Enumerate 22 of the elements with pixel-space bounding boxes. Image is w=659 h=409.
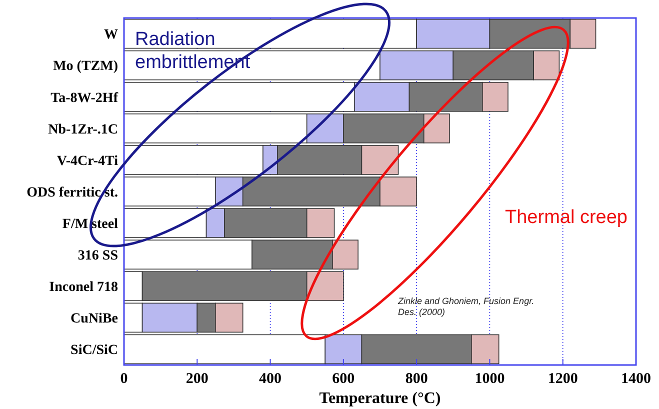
x-axis-title: Temperature (°C)	[319, 390, 441, 407]
y-tick-label: CuNiBe	[70, 312, 118, 327]
x-tick-label: 1200	[548, 371, 578, 387]
annotation: Zinkle and Ghoniem, Fusion Engr. Des. (2000)	[397, 296, 534, 317]
y-tick-label: Inconel 718	[49, 280, 118, 296]
y-tick-label: V-4Cr-4Ti	[56, 154, 118, 169]
x-tick-label: 800	[405, 371, 428, 387]
x-tick-label: 1400	[621, 371, 651, 387]
y-tick-label: W	[104, 28, 118, 43]
y-tick-label: Mo (TZM)	[53, 59, 118, 74]
x-tick-label: 600	[332, 371, 355, 387]
annotation: Thermal creep	[505, 207, 628, 228]
y-tick-label: SiC/SiC	[70, 343, 118, 358]
x-tick-label: 1000	[474, 371, 505, 387]
x-tick-label: 200	[186, 371, 208, 387]
y-tick-label: 316 SS	[78, 248, 118, 264]
y-tick-label: ODS ferritic st.	[26, 185, 118, 200]
x-tick-label: 400	[259, 371, 282, 387]
y-tick-label: F/M steel	[62, 216, 118, 232]
y-tick-label: Ta-8W-2Hf	[50, 90, 118, 106]
y-tick-label: Nb-1Zr-.1C	[48, 122, 118, 138]
x-tick-label: 0	[120, 371, 128, 387]
